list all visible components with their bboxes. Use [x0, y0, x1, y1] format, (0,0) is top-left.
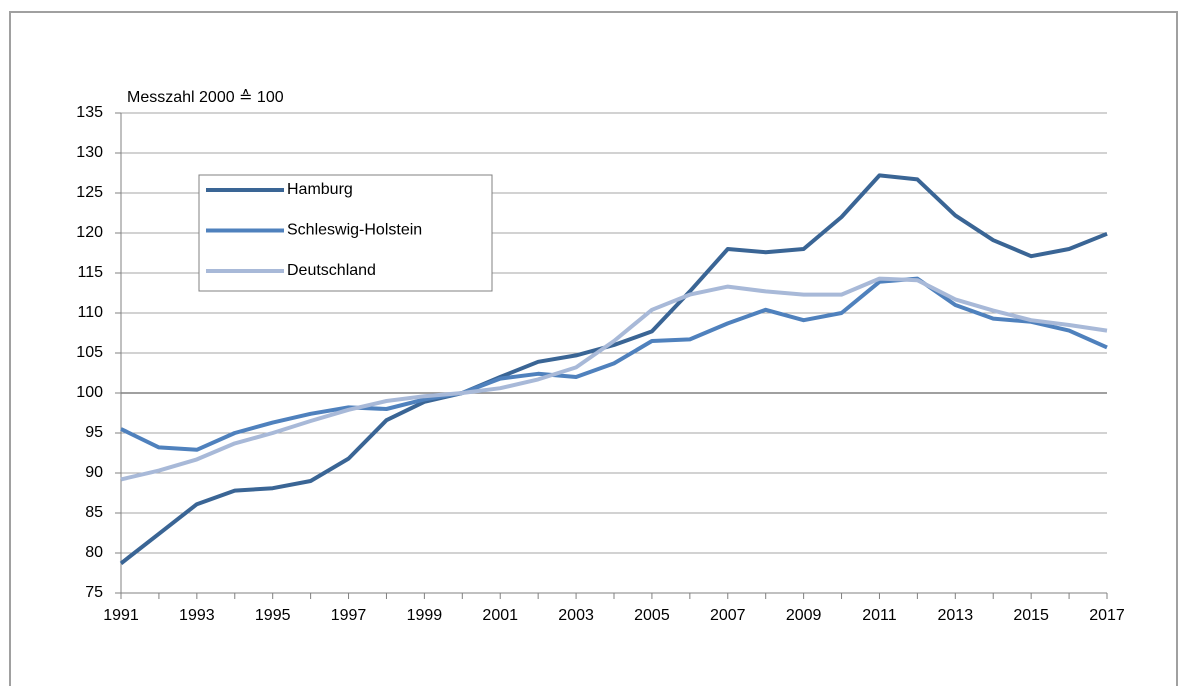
y-tick-label: 90 — [85, 464, 103, 481]
x-tick-label: 2003 — [558, 607, 594, 624]
x-tick-label: 2017 — [1089, 607, 1125, 624]
series-line — [120, 276, 1108, 452]
legend-label: Deutschland — [287, 262, 376, 279]
x-tick-label: 1993 — [179, 607, 215, 624]
legend-box — [198, 174, 493, 292]
legend-label: Schleswig-Holstein — [287, 222, 422, 239]
x-tick-label: 2009 — [786, 607, 822, 624]
x-tick-label: 1991 — [103, 607, 139, 624]
y-tick-label: 95 — [85, 424, 103, 441]
x-tick-label: 2005 — [634, 607, 670, 624]
y-tick-label: 130 — [76, 144, 103, 161]
x-tick-label: 2015 — [1013, 607, 1049, 624]
series-line — [119, 173, 1108, 565]
frame — [9, 11, 1178, 686]
x-tick-label: 1995 — [255, 607, 291, 624]
x-tick-label: 1999 — [407, 607, 443, 624]
y-tick-label: 85 — [85, 504, 103, 521]
legend-label: Hamburg — [287, 181, 353, 198]
x-tick-label: 1997 — [331, 607, 367, 624]
x-tick-label: 2011 — [862, 607, 897, 624]
y-tick-label: 110 — [77, 304, 103, 321]
y-tick-label: 75 — [85, 584, 103, 601]
y-tick-label: 125 — [76, 184, 103, 201]
series-line — [120, 276, 1108, 482]
y-tick-label: 80 — [85, 544, 103, 561]
x-tick-label: 2007 — [710, 607, 746, 624]
y-tick-label: 120 — [76, 224, 103, 241]
y-tick-label: 115 — [77, 264, 103, 281]
x-tick-label: 2001 — [482, 607, 518, 624]
y-axis-label: Messzahl 2000 ≙ 100 — [127, 89, 284, 106]
x-tick-label: 2013 — [938, 607, 974, 624]
y-tick-label: 135 — [76, 104, 103, 121]
y-tick-label: 105 — [76, 344, 103, 361]
y-tick-label: 100 — [76, 384, 103, 401]
